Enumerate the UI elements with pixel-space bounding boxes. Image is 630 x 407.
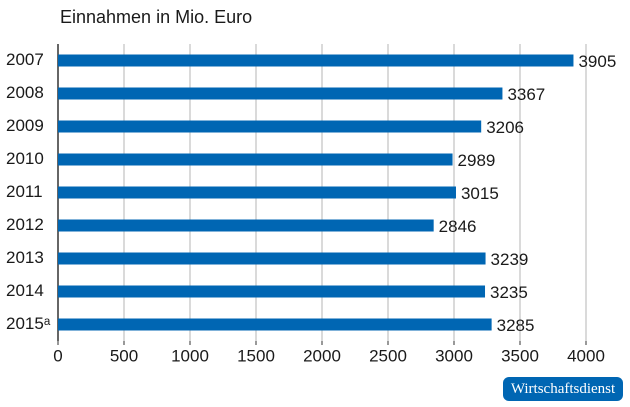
value-label: 3905	[578, 52, 616, 71]
bar	[58, 54, 574, 67]
value-label: 3239	[491, 250, 529, 269]
x-tick-label: 1500	[237, 346, 275, 365]
x-tick-label: 2000	[303, 346, 341, 365]
y-tick-label: 2008	[6, 83, 44, 102]
bar	[58, 87, 503, 100]
bar	[58, 186, 456, 199]
value-label: 3285	[497, 316, 535, 335]
value-label: 3367	[507, 85, 545, 104]
bar	[58, 153, 453, 166]
x-tick-label: 4000	[567, 346, 605, 365]
x-tick-label: 1000	[171, 346, 209, 365]
x-tick-label: 3500	[501, 346, 539, 365]
y-tick-label: 2009	[6, 116, 44, 135]
source-label: Wirtschaftsdienst	[511, 381, 616, 397]
x-tick-label: 0	[53, 346, 62, 365]
value-label: 3206	[486, 118, 524, 137]
y-tick-label: 2012	[6, 215, 44, 234]
bar	[58, 120, 482, 133]
x-tick-label: 2500	[369, 346, 407, 365]
y-tick-label: 2014	[6, 281, 44, 300]
y-tick-label: 2010	[6, 149, 44, 168]
chart-title: Einnahmen in Mio. Euro	[60, 7, 252, 27]
x-tick-label: 500	[110, 346, 138, 365]
y-tick-label: 2007	[6, 50, 44, 69]
bar	[58, 219, 434, 232]
value-label: 2989	[458, 151, 496, 170]
bar	[58, 285, 486, 298]
y-tick-label: 2015ᵃ	[6, 314, 51, 333]
bar	[58, 252, 486, 265]
value-label: 2846	[439, 217, 477, 236]
y-tick-label: 2013	[6, 248, 44, 267]
value-label: 3235	[490, 283, 528, 302]
y-tick-label: 2011	[6, 182, 43, 201]
source-badge	[503, 377, 623, 401]
x-tick-label: 3000	[435, 346, 473, 365]
value-label: 3015	[461, 184, 499, 203]
bar	[58, 318, 492, 331]
